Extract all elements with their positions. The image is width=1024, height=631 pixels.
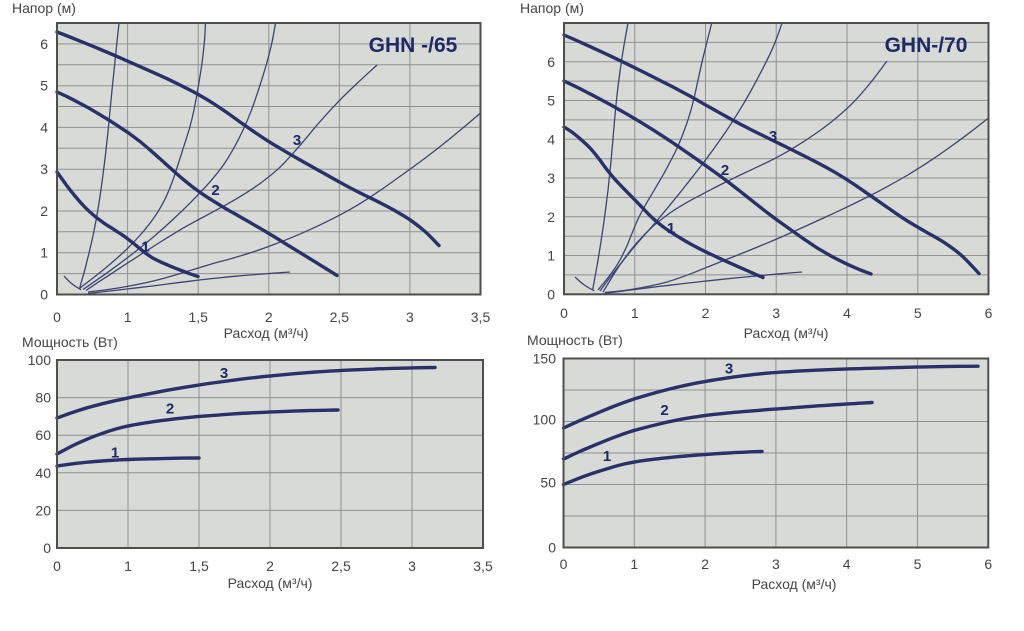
svg-text:GHN-/70: GHN-/70 — [885, 34, 968, 57]
svg-text:50: 50 — [540, 475, 556, 491]
svg-text:1: 1 — [667, 220, 675, 237]
svg-text:100: 100 — [533, 412, 557, 428]
svg-text:2: 2 — [547, 209, 555, 225]
svg-text:3: 3 — [547, 170, 555, 186]
svg-text:5: 5 — [547, 93, 555, 109]
svg-text:2: 2 — [721, 162, 729, 179]
svg-text:2: 2 — [702, 305, 710, 321]
svg-text:1: 1 — [124, 558, 132, 574]
svg-text:1: 1 — [40, 245, 48, 261]
svg-text:1,5: 1,5 — [188, 309, 208, 325]
svg-text:3: 3 — [293, 132, 301, 149]
svg-text:3: 3 — [725, 361, 733, 378]
svg-text:20: 20 — [35, 502, 51, 518]
svg-text:4: 4 — [40, 119, 48, 135]
svg-text:0: 0 — [43, 540, 51, 556]
svg-text:2,5: 2,5 — [331, 558, 351, 574]
svg-text:3: 3 — [769, 128, 777, 145]
svg-text:Напор (м): Напор (м) — [520, 0, 584, 16]
svg-text:3: 3 — [406, 309, 414, 325]
svg-text:0: 0 — [40, 287, 48, 303]
svg-text:Напор (м): Напор (м) — [12, 0, 76, 16]
svg-text:3: 3 — [772, 305, 780, 321]
svg-text:0: 0 — [53, 309, 61, 325]
svg-text:40: 40 — [35, 465, 51, 481]
svg-text:80: 80 — [35, 390, 51, 406]
svg-text:6: 6 — [985, 305, 993, 321]
svg-text:1: 1 — [111, 445, 119, 462]
svg-text:Расход (м³/ч): Расход (м³/ч) — [228, 575, 313, 591]
svg-text:6: 6 — [984, 556, 992, 572]
svg-text:Мощность (Вт): Мощность (Вт) — [527, 332, 623, 348]
svg-text:2: 2 — [166, 401, 174, 418]
svg-text:2: 2 — [701, 556, 709, 572]
svg-text:Мощность (Вт): Мощность (Вт) — [22, 334, 118, 350]
svg-text:1: 1 — [631, 305, 639, 321]
svg-text:100: 100 — [28, 352, 52, 368]
svg-text:6: 6 — [547, 54, 555, 70]
svg-text:5: 5 — [914, 305, 922, 321]
svg-text:6: 6 — [40, 36, 48, 52]
svg-text:1: 1 — [630, 556, 638, 572]
svg-text:1: 1 — [603, 448, 611, 465]
svg-text:0: 0 — [547, 286, 555, 302]
svg-text:Расход (м³/ч): Расход (м³/ч) — [744, 325, 829, 341]
svg-text:3: 3 — [220, 365, 228, 382]
svg-text:2: 2 — [40, 203, 48, 219]
svg-text:60: 60 — [35, 427, 51, 443]
svg-text:Расход (м³/ч): Расход (м³/ч) — [752, 576, 837, 592]
svg-text:5: 5 — [914, 556, 922, 572]
svg-text:1: 1 — [124, 309, 132, 325]
svg-text:3: 3 — [408, 558, 416, 574]
svg-text:3: 3 — [40, 161, 48, 177]
svg-text:4: 4 — [843, 305, 851, 321]
svg-text:0: 0 — [560, 305, 568, 321]
svg-text:3,5: 3,5 — [473, 558, 493, 574]
svg-text:4: 4 — [547, 131, 555, 147]
svg-text:1,5: 1,5 — [189, 558, 209, 574]
svg-text:GHN -/65: GHN -/65 — [369, 34, 458, 57]
svg-text:2,5: 2,5 — [330, 309, 350, 325]
svg-text:2: 2 — [211, 182, 219, 199]
svg-text:Расход (м³/ч): Расход (м³/ч) — [224, 325, 309, 341]
svg-text:5: 5 — [40, 78, 48, 94]
svg-text:3,5: 3,5 — [471, 309, 491, 325]
svg-text:0: 0 — [560, 556, 568, 572]
svg-text:150: 150 — [533, 351, 557, 367]
svg-text:1: 1 — [141, 239, 149, 256]
svg-text:0: 0 — [548, 540, 556, 556]
svg-text:0: 0 — [53, 558, 61, 574]
svg-text:4: 4 — [843, 556, 851, 572]
svg-text:2: 2 — [265, 309, 273, 325]
svg-text:3: 3 — [772, 556, 780, 572]
svg-text:2: 2 — [266, 558, 274, 574]
svg-text:2: 2 — [660, 402, 668, 419]
svg-text:1: 1 — [547, 248, 555, 264]
